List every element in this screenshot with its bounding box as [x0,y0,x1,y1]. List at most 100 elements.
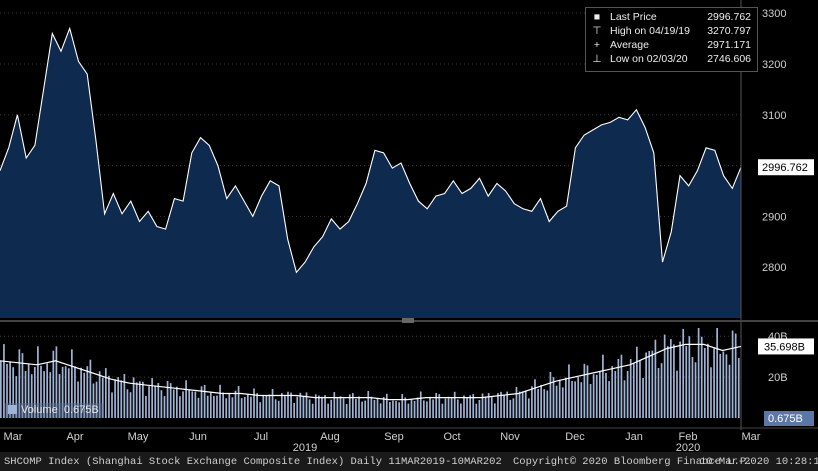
volume-bar [132,377,135,418]
footer-security-description: SHCOMP Index (Shanghai Stock Exchange Co… [4,456,502,468]
volume-bar [6,363,8,418]
volume-bar [472,394,475,418]
volume-bar [419,391,422,418]
volume-bar [518,391,521,418]
x-tick-label: Jun [189,431,207,443]
price-area-fill [0,28,741,319]
volume-bar [216,395,218,418]
volume-bar [311,403,314,418]
volume-bar [117,377,120,418]
volume-bar [725,354,728,418]
volume-bar [404,397,407,418]
volume-bar [231,397,234,418]
volume-bar [351,393,354,418]
volume-bar [398,402,400,418]
volume-tick-label: 20B [768,372,788,384]
x-tick-label: Oct [443,431,460,443]
volume-bar [435,393,438,418]
legend-label: Last Price [610,11,657,23]
volume-bar [654,339,657,418]
volume-bar [497,393,499,418]
volume-bar [586,365,589,418]
legend-label: Average [610,39,649,51]
volume-bar [592,374,595,418]
volume-bar [336,397,339,418]
square-icon: ■ [593,11,601,23]
volume-last-label: 0.675B [768,413,803,425]
legend-value: 2996.762 [707,11,751,23]
volume-legend: Volume 0.675B [5,403,103,418]
volume-bar [240,398,243,418]
volume-bar [80,367,82,418]
volume-bar [509,399,512,418]
volume-bar [265,395,268,418]
volume-bar [392,400,394,418]
volume-bar [89,359,92,418]
volume-bar [524,390,527,418]
volume-bar [444,398,447,418]
low-marker-icon: ⊥ [592,53,602,65]
volume-bar [441,403,444,418]
volume-bar [126,389,129,418]
volume-bar [432,399,434,418]
volume-bar [197,397,200,418]
volume-bar [422,400,425,418]
volume-bar [95,381,98,418]
volume-bar [642,378,644,418]
volume-bar [290,392,292,418]
volume-bar [256,393,258,418]
volume-bar [478,400,481,418]
volume-bar [77,381,79,418]
volume-legend-label: Volume [21,404,58,416]
volume-bar [697,328,700,418]
volume-bar [49,372,52,418]
volume-bar [166,381,169,418]
volume-bar [645,352,647,418]
volume-bar [3,344,5,418]
volume-bar [175,386,178,418]
volume-bar [142,381,144,418]
volume-bar [713,348,715,418]
volume-ma-marker [758,338,814,355]
volume-bar [623,380,626,418]
volume-bar [731,330,734,418]
volume-bar [543,389,546,418]
volume-bar [67,368,70,418]
price-volume-chart: 2800290030003100320033002996.762 20B40B3… [0,0,818,452]
volume-bar [71,349,73,418]
footer-bar: SHCOMP Index (Shanghai Stock Exchange Co… [0,452,818,471]
volume-bar [188,390,191,418]
panel-divider[interactable] [0,318,818,323]
volume-bar [416,397,419,418]
volume-bar [237,386,240,418]
volume-bar [632,363,635,418]
volume-bar [185,380,187,418]
x-year-label: 2019 [293,442,317,452]
volume-bar [552,377,555,418]
volume-bar [160,390,163,418]
volume-bar [385,393,388,418]
legend-label: High on 04/19/19 [610,25,690,37]
volume-bar [688,336,691,418]
volume-bar [293,403,296,418]
volume-bar [401,394,404,418]
volume-bar [98,371,101,418]
volume-bar [490,397,493,418]
volume-bar [364,400,367,418]
volume-bar [120,380,123,418]
volume-bar [302,396,305,418]
volume-bar [438,394,441,418]
volume-bar [379,403,382,418]
volume-bar [0,360,2,418]
volume-bar [651,350,654,418]
volume-bar [74,366,76,418]
price-tick-label: 2900 [762,211,786,223]
volume-bar [151,378,153,418]
legend-row-high: ⊤ High on 04/19/19 3270.797 [592,25,751,38]
volume-bar [614,371,617,418]
x-tick-label: Mar [4,431,23,443]
volume-bar [247,394,249,418]
volume-bar [314,394,317,418]
volume-bar [101,377,104,418]
volume-bar [469,395,471,418]
